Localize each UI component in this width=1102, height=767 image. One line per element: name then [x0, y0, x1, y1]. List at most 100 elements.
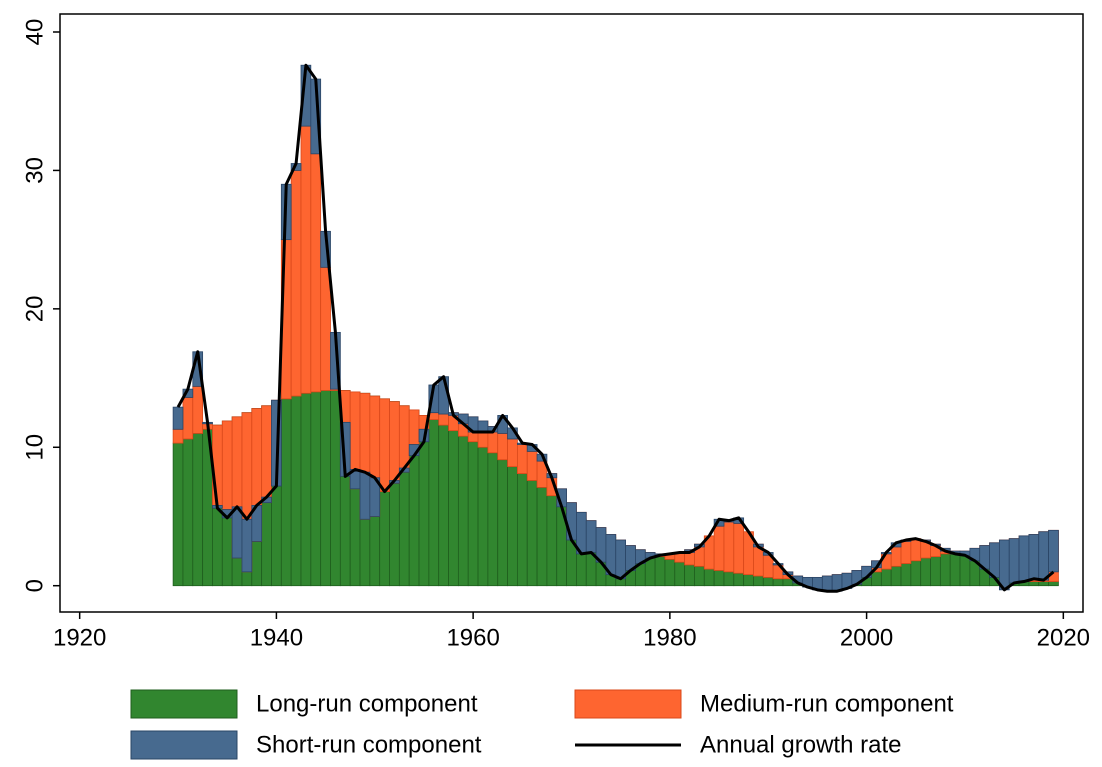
bar	[772, 578, 784, 587]
y-tick-label: 20	[21, 295, 48, 322]
bar	[487, 452, 499, 587]
x-tick-label: 1940	[250, 624, 303, 651]
bar	[379, 398, 390, 492]
bar	[1048, 581, 1059, 587]
bar	[900, 541, 912, 564]
bar	[290, 395, 302, 587]
legend-swatch	[130, 730, 238, 760]
legend-label: Medium-run component	[700, 690, 954, 717]
bar	[674, 561, 686, 587]
bar	[900, 563, 912, 587]
bar	[566, 502, 577, 541]
legend-label: Annual growth rate	[700, 731, 901, 758]
legend-label: Short-run component	[256, 731, 482, 758]
bar	[182, 397, 194, 440]
bar	[1038, 531, 1049, 581]
legend-label: Long-run component	[256, 690, 478, 717]
bar	[1018, 535, 1030, 582]
bar	[536, 487, 548, 587]
bar	[880, 568, 892, 587]
bar	[438, 413, 449, 426]
bar	[477, 446, 489, 587]
plot-area	[172, 63, 1059, 593]
bar	[743, 574, 754, 587]
bar	[713, 525, 725, 571]
bar	[989, 542, 1000, 578]
bar	[910, 560, 922, 587]
bar	[890, 546, 902, 567]
bar	[723, 571, 735, 587]
bar	[939, 553, 951, 587]
bar	[1038, 581, 1049, 587]
bar	[497, 459, 508, 587]
bar	[467, 441, 479, 587]
bar	[310, 153, 322, 393]
bar	[310, 391, 322, 587]
legend: Long-run component Medium-run component Sh…	[130, 689, 954, 760]
bar	[694, 565, 705, 587]
x-tick-label: 2000	[840, 624, 893, 651]
y-tick-label: 30	[21, 157, 48, 184]
bar	[723, 521, 735, 573]
bar	[516, 473, 528, 587]
bar	[507, 438, 518, 468]
bar	[920, 557, 931, 587]
bar	[890, 565, 902, 587]
plot-frame	[59, 13, 1084, 613]
legend-swatch	[574, 689, 682, 719]
bar	[753, 575, 764, 587]
bar	[261, 405, 272, 504]
bar	[762, 576, 774, 587]
bar	[172, 428, 184, 444]
bar	[703, 568, 715, 587]
bar	[448, 430, 459, 587]
bar	[438, 424, 449, 587]
bar	[192, 385, 204, 434]
bar	[182, 438, 194, 587]
bar	[733, 523, 745, 574]
bar	[585, 520, 597, 553]
bar	[516, 444, 528, 474]
bar	[615, 539, 627, 580]
bar	[477, 420, 489, 433]
growth-line	[176, 63, 1055, 593]
bar	[320, 266, 331, 391]
bar	[300, 392, 312, 587]
bar	[684, 564, 695, 587]
bar	[408, 409, 420, 445]
bar	[241, 518, 253, 573]
bar	[713, 570, 725, 587]
y-tick-label: 10	[21, 434, 48, 461]
bar	[959, 554, 971, 587]
bar	[821, 575, 833, 592]
bar	[428, 412, 440, 420]
bar	[497, 433, 508, 461]
bar	[428, 419, 440, 587]
bar	[930, 556, 941, 587]
bar	[526, 480, 538, 587]
bar	[910, 538, 922, 562]
bar	[192, 433, 204, 587]
bar	[457, 435, 469, 587]
bar	[733, 572, 745, 587]
bar	[320, 390, 331, 587]
bar	[507, 466, 518, 587]
x-tick-label: 2020	[1037, 624, 1090, 651]
bar	[526, 451, 538, 481]
y-tick-label: 40	[21, 19, 48, 46]
bar	[1028, 581, 1040, 587]
y-tick-label: 0	[21, 579, 48, 592]
bar	[1028, 534, 1040, 580]
bar	[300, 125, 312, 394]
bar	[1048, 529, 1059, 573]
bar	[172, 442, 184, 587]
bar	[231, 506, 243, 559]
bar	[389, 401, 400, 484]
bar	[654, 556, 666, 587]
bar	[359, 471, 371, 520]
bar	[782, 578, 794, 587]
bar	[664, 558, 676, 587]
bar	[998, 539, 1010, 591]
x-tick-label: 1960	[446, 624, 499, 651]
